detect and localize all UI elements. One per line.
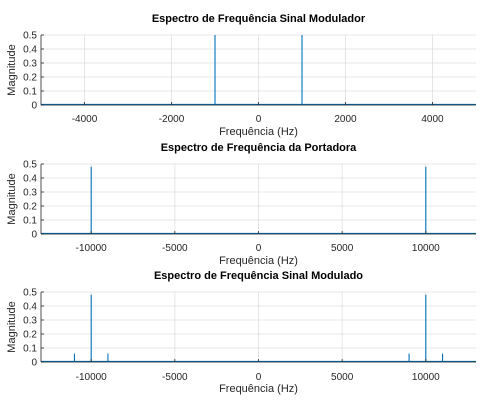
x-axis-label: Frequência (Hz) xyxy=(219,383,298,395)
y-axis-label: Magnitude xyxy=(6,44,18,95)
chart-title: Espectro de Frequência Sinal Modulado xyxy=(154,270,363,282)
y-tick-label: 0.1 xyxy=(23,216,37,227)
x-tick-label: 0 xyxy=(256,372,262,383)
y-tick-label: 0 xyxy=(31,101,37,112)
x-tick-label: -5000 xyxy=(162,372,188,383)
x-axis-label: Frequência (Hz) xyxy=(219,126,298,138)
x-tick-label: 5000 xyxy=(331,243,354,254)
chart-panel-2: -10000 -5000 0 5000 10000 0 0.1 0.2 0.3 0.4 0.5 Esp… xyxy=(6,142,476,267)
x-tick-label: -4000 xyxy=(72,114,98,125)
x-tick-label: 0 xyxy=(256,243,262,254)
y-tick-label: 0.5 xyxy=(23,31,37,42)
y-tick-label: 0.3 xyxy=(23,59,37,70)
y-tick-label: 0.4 xyxy=(23,302,37,313)
x-tick-label: 4000 xyxy=(421,114,444,125)
y-tick-label: 0.4 xyxy=(23,45,37,56)
x-tick-label: -10000 xyxy=(76,243,108,254)
y-tick-label: 0.4 xyxy=(23,174,37,185)
chart-panel-1: -4000 -2000 0 2000 4000 0 0.1 0.2 0.3 0.4 0.5 Espec… xyxy=(6,13,476,138)
chart-title: Espectro de Frequência Sinal Modulador xyxy=(152,13,366,25)
y-tick-label: 0 xyxy=(31,358,37,369)
x-tick-label: 10000 xyxy=(412,372,440,383)
y-axis-label: Magnitude xyxy=(6,301,18,352)
x-tick-label: -5000 xyxy=(162,243,188,254)
y-tick-label: 0.2 xyxy=(23,202,37,213)
y-tick-label: 0.5 xyxy=(23,288,37,299)
x-tick-label: -10000 xyxy=(76,372,108,383)
x-tick-label: 0 xyxy=(256,114,262,125)
chart-panel-3: -10000 -5000 0 5000 10000 0 0.1 0.2 0.3 0.4 0.5 Esp… xyxy=(6,270,476,395)
x-axis-label: Frequência (Hz) xyxy=(219,255,298,267)
y-tick-label: 0.3 xyxy=(23,188,37,199)
y-tick-label: 0.2 xyxy=(23,330,37,341)
y-tick-label: 0.3 xyxy=(23,316,37,327)
y-tick-label: 0.5 xyxy=(23,160,37,171)
y-tick-label: 0.1 xyxy=(23,87,37,98)
x-tick-label: 10000 xyxy=(412,243,440,254)
chart-title: Espectro de Frequência da Portadora xyxy=(161,142,357,154)
y-tick-label: 0.2 xyxy=(23,73,37,84)
y-tick-label: 0 xyxy=(31,230,37,241)
x-tick-label: 5000 xyxy=(331,372,354,383)
y-tick-label: 0.1 xyxy=(23,344,37,355)
x-tick-label: 2000 xyxy=(334,114,357,125)
x-tick-label: -2000 xyxy=(159,114,185,125)
y-axis-label: Magnitude xyxy=(6,173,18,224)
